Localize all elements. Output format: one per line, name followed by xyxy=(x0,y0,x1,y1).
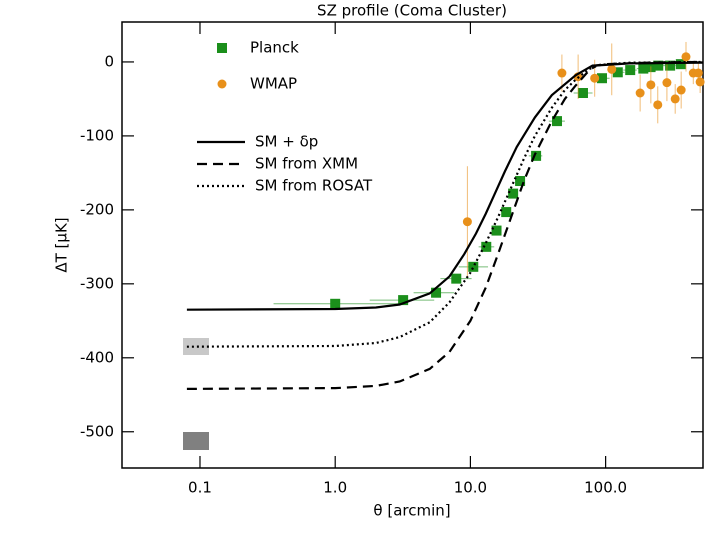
point xyxy=(681,52,691,62)
legend-label: SM from XMM xyxy=(255,155,358,173)
point xyxy=(670,94,680,104)
point xyxy=(646,80,656,90)
point xyxy=(607,64,617,74)
legend-symbol xyxy=(217,43,227,53)
y-tick-label: -500 xyxy=(80,422,114,440)
legend-label: SM + δp xyxy=(255,133,318,151)
y-tick-label: -400 xyxy=(80,348,114,366)
model-line xyxy=(186,61,704,311)
shade-box xyxy=(183,432,209,450)
point xyxy=(653,60,664,71)
plot-frame xyxy=(121,21,704,469)
point xyxy=(481,241,492,252)
point xyxy=(675,59,686,70)
y-tick-label: -200 xyxy=(80,200,114,218)
x-tick-label: 1.0 xyxy=(323,479,347,497)
point xyxy=(577,88,588,99)
point xyxy=(451,273,462,284)
point xyxy=(462,217,472,227)
point xyxy=(398,295,409,306)
point xyxy=(596,73,607,84)
x-tick-label: 0.1 xyxy=(188,479,212,497)
legend-label: SM from ROSAT xyxy=(255,177,373,195)
chart-title: SZ profile (Coma Cluster) xyxy=(317,2,507,20)
x-tick-label: 100.0 xyxy=(584,479,627,497)
y-tick-label: -100 xyxy=(80,126,114,144)
x-tick-label: 10.0 xyxy=(454,479,487,497)
point xyxy=(468,261,479,272)
point xyxy=(431,287,442,298)
y-tick-label: -300 xyxy=(80,274,114,292)
point xyxy=(693,68,703,78)
point xyxy=(552,116,563,127)
point xyxy=(665,60,676,71)
shade-box xyxy=(183,338,209,355)
point xyxy=(515,176,526,187)
point xyxy=(501,207,512,218)
point xyxy=(557,68,567,78)
model-line xyxy=(186,60,704,390)
point xyxy=(531,150,542,161)
point xyxy=(662,78,672,88)
point xyxy=(330,298,341,309)
model-line xyxy=(186,60,704,348)
point xyxy=(590,73,600,83)
legend-symbol xyxy=(217,79,227,89)
point xyxy=(695,77,705,87)
point xyxy=(638,63,649,74)
point xyxy=(508,188,519,199)
y-axis-label: ΔT [μK] xyxy=(53,217,71,272)
legend-label: WMAP xyxy=(250,75,297,93)
y-tick-label: 0 xyxy=(104,52,114,70)
point xyxy=(625,65,636,76)
x-axis-label: θ [arcmin] xyxy=(373,502,450,520)
point xyxy=(612,67,623,78)
legend-label: Planck xyxy=(250,39,299,57)
point xyxy=(635,88,645,98)
point xyxy=(491,225,502,236)
point xyxy=(653,100,663,110)
point xyxy=(676,85,686,95)
